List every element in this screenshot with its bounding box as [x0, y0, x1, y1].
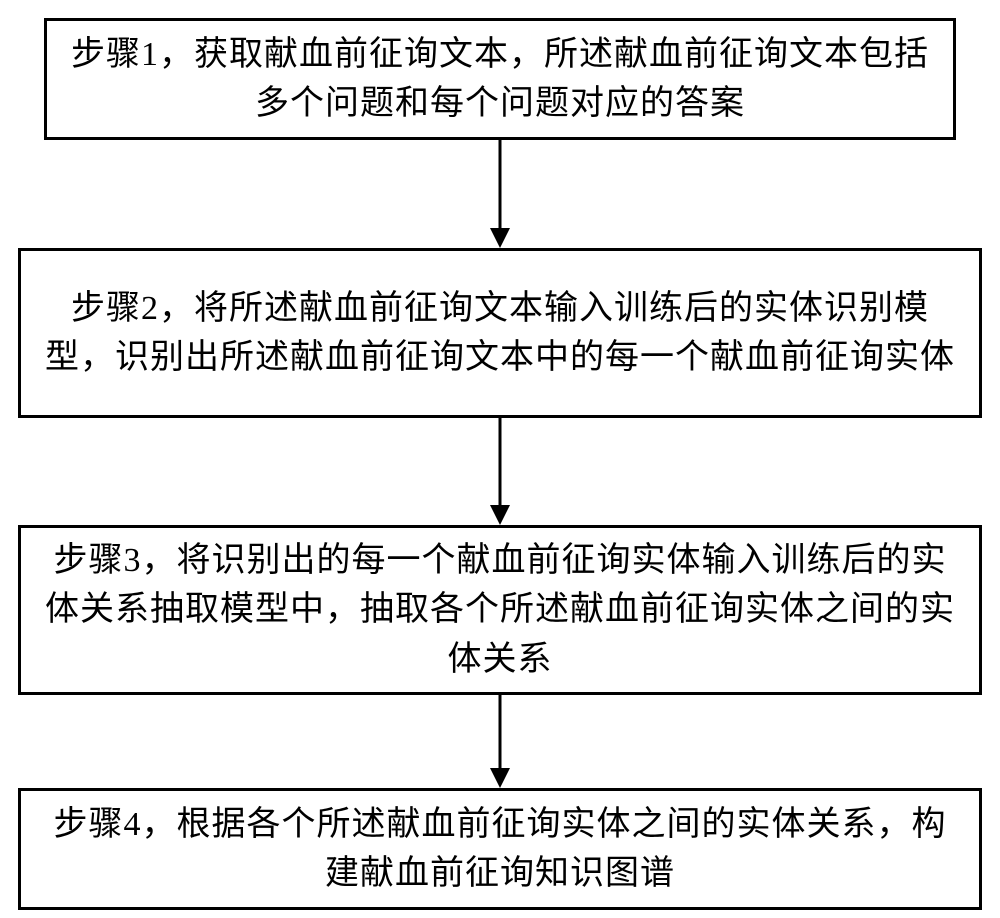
step-3-text: 步骤3，将识别出的每一个献血前征询实体输入训练后的实体关系抽取模型中，抽取各个所…	[41, 536, 959, 684]
flowchart-canvas: 步骤1，获取献血前征询文本，所述献血前征询文本包括多个问题和每个问题对应的答案 …	[0, 0, 1000, 918]
arrow-2	[480, 418, 520, 525]
step-2-box: 步骤2，将所述献血前征询文本输入训练后的实体识别模型，识别出所述献血前征询文本中…	[18, 248, 982, 418]
arrow-1	[480, 140, 520, 248]
step-1-text: 步骤1，获取献血前征询文本，所述献血前征询文本包括多个问题和每个问题对应的答案	[67, 30, 933, 129]
step-4-text: 步骤4，根据各个所述献血前征询实体之间的实体关系，构建献血前征询知识图谱	[41, 800, 959, 899]
arrow-3	[480, 695, 520, 788]
step-2-text: 步骤2，将所述献血前征询文本输入训练后的实体识别模型，识别出所述献血前征询文本中…	[41, 284, 959, 383]
step-4-box: 步骤4，根据各个所述献血前征询实体之间的实体关系，构建献血前征询知识图谱	[18, 788, 982, 910]
step-1-box: 步骤1，获取献血前征询文本，所述献血前征询文本包括多个问题和每个问题对应的答案	[44, 18, 956, 140]
step-3-box: 步骤3，将识别出的每一个献血前征询实体输入训练后的实体关系抽取模型中，抽取各个所…	[18, 525, 982, 695]
